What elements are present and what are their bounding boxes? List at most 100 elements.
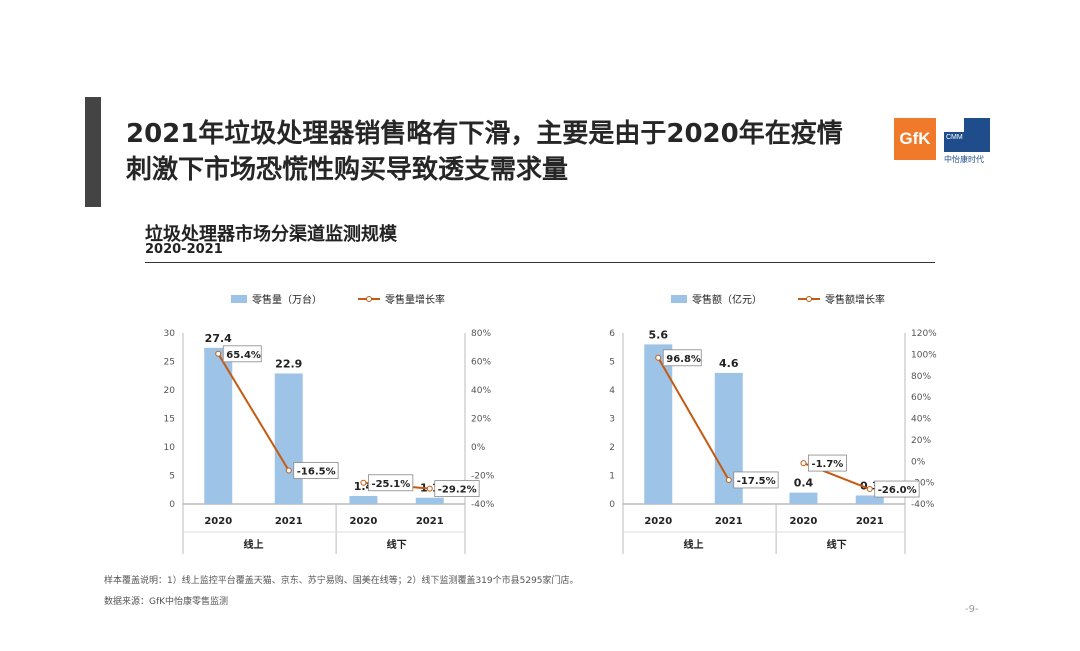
gfk-logo-text: GfK [899,129,931,148]
val-growth-point [800,460,807,467]
sample-note: 样本覆盖说明：1）线上监控平台覆盖天猫、京东、苏宁易购、国美在线等；2）线下监测… [104,576,579,586]
chart-retail-value: 零售额（亿元） 零售额增长率 0 1 2 3 4 5 6 -40% -20% 0% 20% 40% 60% 8… [609,293,937,554]
vol-growth-label-box [293,462,339,479]
vol-x-tick-label: 2021 [416,516,444,527]
page-title: 2021年垃圾处理器销售略有下滑，主要是由于2020年在疫情 刺激下市场恐慌性购… [126,116,886,188]
vol-y2-tick-label: 60% [471,358,491,368]
val-growth-label: -26.0% [878,485,917,496]
val-y-tick-label: 6 [609,329,615,339]
vol-growth-point [360,479,367,486]
vol-legend-bar-swatch [231,295,247,303]
val-y2-tick-label: 100% [911,350,937,360]
val-legend-line-marker [806,296,812,302]
vol-y-tick-label: 5 [169,472,175,482]
vol-y-tick-label: 20 [164,386,176,396]
vol-legend-bar-label: 零售量（万台） [252,293,322,306]
vol-legend: 零售量（万台） 零售量增长率 [231,293,445,306]
val-growth-label-box [808,454,847,472]
vol-x-tick-label: 2020 [350,516,378,527]
val-group-label-online: 线上 [684,538,704,551]
vol-y-tick-label: 0 [169,500,175,510]
val-growth-label: 96.8% [666,354,701,365]
vol-y-tick-label: 10 [164,443,176,453]
vol-x-tick-label: 2021 [275,516,303,527]
val-x-tick-label: 2020 [644,516,672,527]
val-y2-tick-label: 40% [911,415,931,425]
vol-group-label-offline: 线下 [387,538,407,551]
val-y-tick-label: 1 [609,472,615,482]
vol-bar [204,347,233,504]
section-title: 垃圾处理器市场分渠道监测规模 [145,224,397,245]
vol-y2-tick-label: 20% [471,415,491,425]
val-bar-label: 5.6 [649,328,669,341]
val-bar [855,495,884,504]
vol-legend-line-label: 零售量增长率 [385,293,445,306]
vol-group-label-online: 线上 [244,538,264,551]
cmm-logo-mark: CMM [944,118,990,152]
vol-y2-tick-label: -20% [471,472,495,482]
vol-growth-point [285,467,292,474]
vol-y2-tick-label: 40% [471,386,491,396]
cmm-logo-cn: 中怡康时代 [944,155,984,164]
vol-growth-label: 65.4% [226,350,261,361]
vol-growth-point [426,485,433,492]
val-x-tick-label: 2021 [715,516,743,527]
val-y-tick-label: 2 [609,443,615,453]
vol-bar [274,373,303,504]
val-y-tick-label: 5 [609,358,615,368]
val-bar-label: 0.4 [794,477,814,490]
vol-growth-label: -16.5% [297,467,336,478]
vol-growth-line [217,353,290,472]
vol-bar [415,497,444,504]
val-growth-point [725,476,732,483]
val-y2-tick-label: 80% [911,372,931,382]
vol-y-tick-label: 15 [164,415,175,425]
vol-growth-point [215,350,222,357]
val-y2-tick-label: 60% [911,393,931,403]
cmm-logo-text: CMM [946,134,963,141]
val-y-tick-label: 0 [609,500,615,510]
val-legend: 零售额（亿元） 零售额增长率 [671,293,885,306]
vol-y-tick-label: 30 [164,329,176,339]
cmm-logo: CMM 中怡康时代 [944,118,992,166]
val-y2-tick-label: 20% [911,436,931,446]
vol-bar [349,496,378,504]
vol-y2-tick-label: 80% [471,329,491,339]
page-number: -9- [965,604,979,615]
chart-retail-volume: 零售量（万台） 零售量增长率 0 5 10 15 20 25 30 -40% -20% 0% 20% 40… [164,293,495,554]
val-growth-line [657,357,730,481]
vol-growth-label: -29.2% [438,485,477,496]
vol-growth-label: -25.1% [371,479,410,490]
val-y2-tick-label: -40% [911,500,935,510]
section-range: 2020-2021 [145,242,223,257]
page-title-line2: 刺激下市场恐慌性购买导致透支需求量 [126,155,569,185]
val-growth-point [866,486,873,493]
val-growth-label: -1.7% [811,459,843,470]
val-growth-label-box [662,349,702,367]
val-y2-tick-label: 0% [911,457,926,467]
val-bar [644,344,673,504]
section-divider [145,262,935,263]
vol-y2-tick-label: -40% [471,500,495,510]
vol-bar-label: 27.4 [205,332,232,345]
val-y-tick-label: 3 [609,415,615,425]
page-title-line1: 2021年垃圾处理器销售略有下滑，主要是由于2020年在疫情 [126,119,843,149]
vol-growth-label-box [434,480,480,498]
val-y2-tick-label: 120% [911,329,937,339]
vol-x-tick-label: 2020 [204,516,232,527]
val-growth-label-box [733,471,779,489]
val-x-tick-label: 2020 [790,516,818,527]
val-bar [789,492,818,504]
vol-bar-label: 22.9 [275,357,302,370]
vol-legend-line-marker [366,296,372,302]
val-legend-line-label: 零售额增长率 [825,293,885,306]
vol-growth-label-box [222,345,262,363]
vol-y-tick-label: 25 [164,358,175,368]
val-growth-point [655,354,662,361]
val-growth-label: -17.5% [737,476,776,487]
val-growth-label-box [874,480,920,498]
val-group-label-offline: 线下 [827,538,847,551]
val-bar-label: 4.6 [719,357,739,370]
val-x-tick-label: 2021 [856,516,884,527]
val-y-tick-label: 4 [609,386,615,396]
